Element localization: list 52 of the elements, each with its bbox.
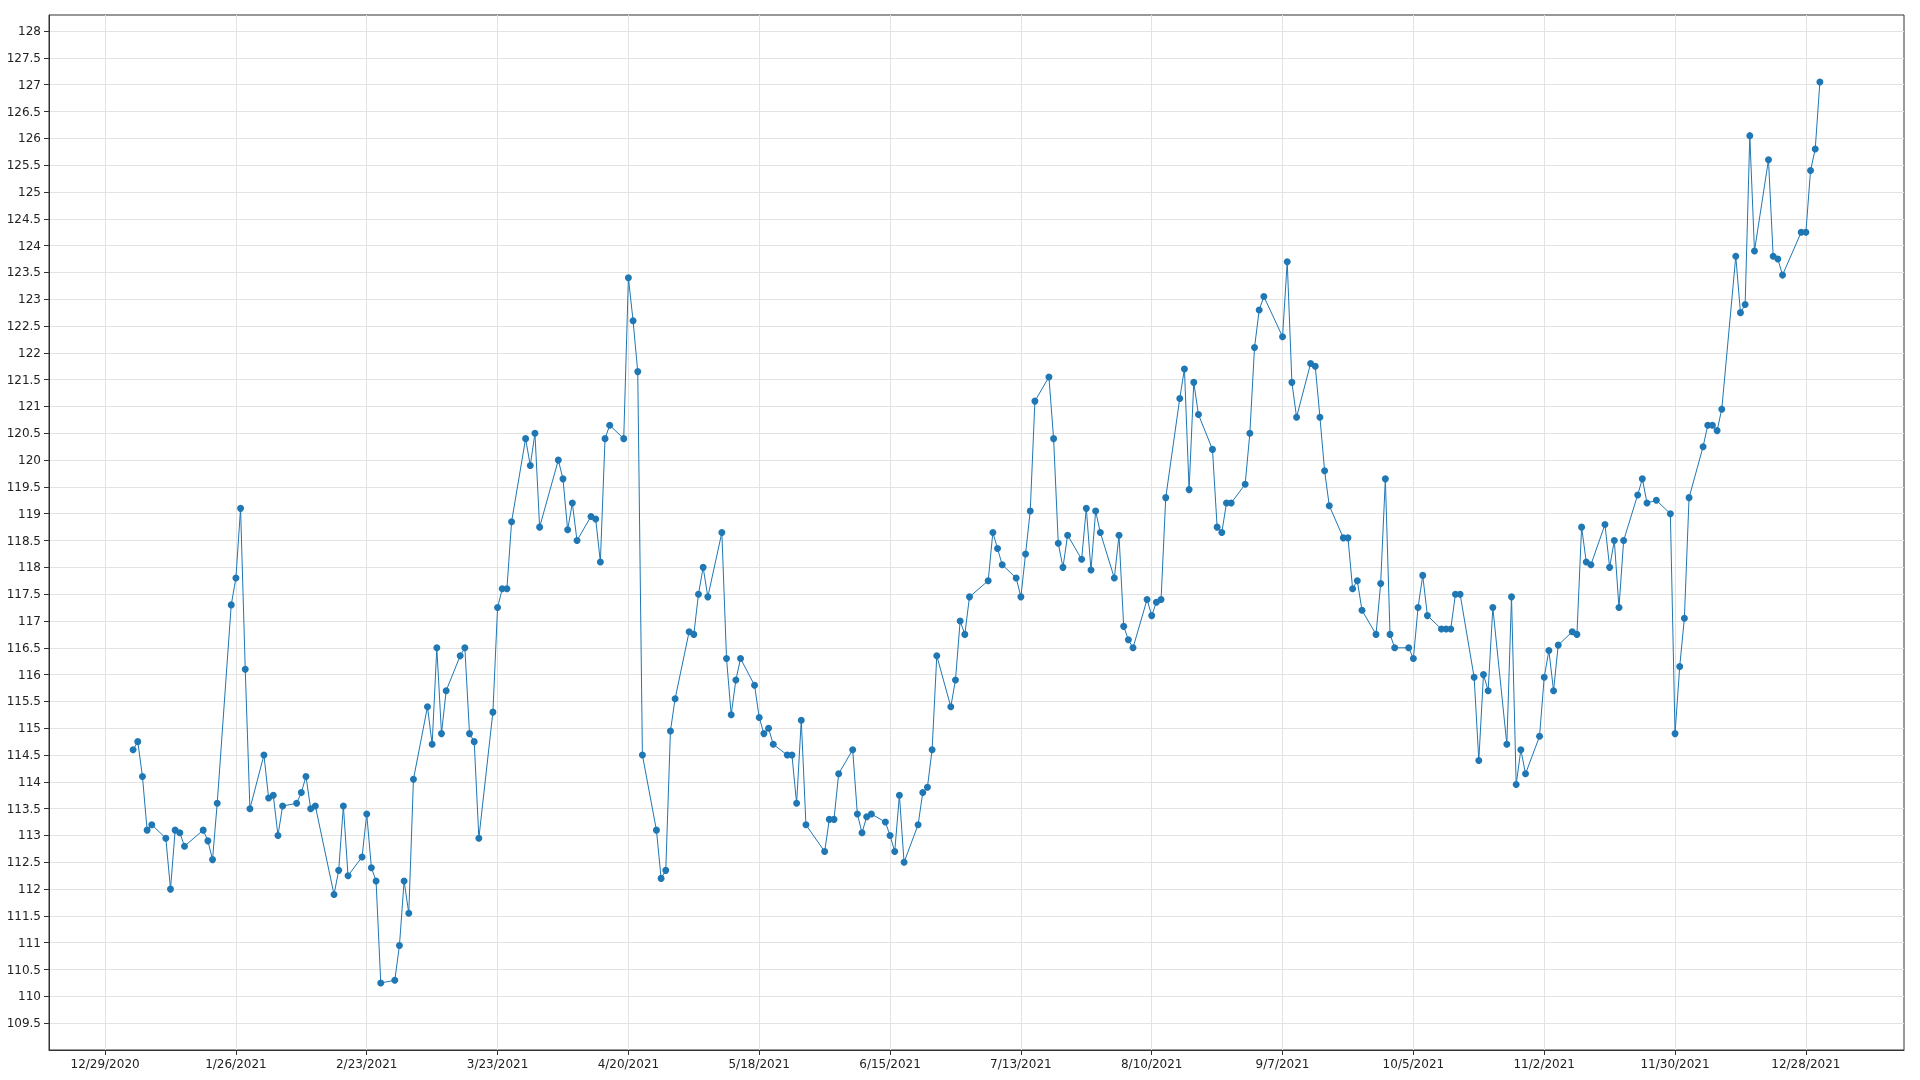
x-tick-label: 10/5/2021 <box>1382 1057 1445 1071</box>
y-tick-label: 113 <box>18 828 41 843</box>
x-tick-label: 5/18/2021 <box>728 1057 790 1071</box>
x-tick-label: 12/28/2021 <box>1771 1057 1841 1071</box>
x-tick-label: 3/23/2021 <box>466 1057 529 1071</box>
y-tick-label: 122 <box>18 345 41 360</box>
y-tick-label: 112 <box>18 882 41 897</box>
x-tick-label: 12/29/2020 <box>70 1057 140 1071</box>
y-tick-label: 118 <box>18 560 41 575</box>
y-tick-label: 125 <box>18 184 41 199</box>
y-tick-label: 112.5 <box>6 855 41 870</box>
y-tick-label: 111 <box>18 935 41 950</box>
y-tick-label: 126.5 <box>6 104 41 119</box>
y-tick-label: 125.5 <box>6 158 41 173</box>
y-tick-label: 115 <box>18 721 41 736</box>
x-tick-label: 6/15/2021 <box>859 1057 921 1071</box>
y-tick-label: 116.5 <box>6 640 41 655</box>
y-tick-label: 114 <box>18 774 41 789</box>
y-tick-label: 110.5 <box>6 962 41 977</box>
y-tick-label: 117.5 <box>6 587 41 602</box>
x-tick-label: 7/13/2021 <box>990 1057 1052 1071</box>
x-tick-label: 9/7/2021 <box>1255 1057 1310 1071</box>
y-tick-label: 110 <box>18 989 41 1004</box>
y-tick-label: 111.5 <box>6 908 41 923</box>
y-tick-label: 120 <box>18 453 41 468</box>
y-tick-label: 109.5 <box>6 1016 41 1031</box>
y-tick-label: 123.5 <box>6 265 41 280</box>
x-tick-label: 11/30/2021 <box>1640 1057 1710 1071</box>
y-tick-label: 123 <box>18 292 41 307</box>
x-tick-label: 2/23/2021 <box>335 1057 398 1071</box>
y-tick-label: 113.5 <box>6 801 41 816</box>
y-tick-label: 121 <box>18 399 41 414</box>
y-tick-label: 115.5 <box>6 694 41 709</box>
y-tick-label: 127 <box>18 77 41 92</box>
y-tick-label: 118.5 <box>6 533 41 548</box>
x-tick-label: 11/2/2021 <box>1513 1057 1575 1071</box>
y-tick-label: 128 <box>18 24 41 39</box>
y-tick-label: 124 <box>18 238 41 253</box>
y-tick-label: 126 <box>18 131 41 146</box>
x-tick-label: 1/26/2021 <box>205 1057 267 1071</box>
y-tick-label: 120.5 <box>6 426 41 441</box>
y-tick-label: 119.5 <box>6 479 41 494</box>
y-tick-label: 122.5 <box>6 319 41 334</box>
y-tick-label: 121.5 <box>6 372 41 387</box>
y-tick-label: 117 <box>18 613 41 628</box>
y-tick-label: 124.5 <box>6 211 41 226</box>
y-tick-label: 116 <box>18 667 41 682</box>
x-tick-label: 8/10/2021 <box>1120 1057 1183 1071</box>
y-tick-label: 127.5 <box>6 50 41 65</box>
y-tick-label: 114.5 <box>6 748 41 763</box>
y-tick-label: 119 <box>18 506 41 521</box>
x-tick-label: 4/20/2021 <box>597 1057 660 1071</box>
